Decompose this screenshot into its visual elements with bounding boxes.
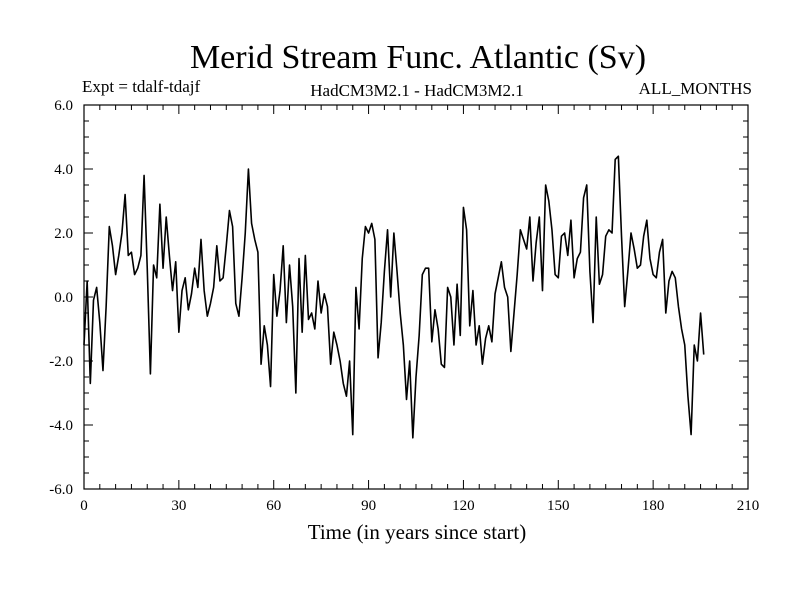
y-tick-label: 4.0 <box>54 162 73 178</box>
y-tick-label: 0.0 <box>54 290 73 306</box>
series-line <box>83 155 705 439</box>
series-group <box>83 155 705 439</box>
x-tick-label: 150 <box>547 498 570 514</box>
y-tick-labels: -6.0 -4.0 -2.0 0.0 2.0 4.0 6.0 <box>49 98 73 498</box>
x-tick-label: 30 <box>171 498 186 514</box>
y-tick-label: 2.0 <box>54 226 73 242</box>
x-tick-label: 180 <box>642 498 665 514</box>
y-tick-label: -2.0 <box>49 354 73 370</box>
x-tick-labels: 0 30 60 90 120 150 180 210 <box>80 498 759 514</box>
x-tick-label: 120 <box>452 498 475 514</box>
x-tick-label: 60 <box>266 498 281 514</box>
x-tick-label: 0 <box>80 498 88 514</box>
x-axis-label: Time (in years since start) <box>308 520 527 544</box>
chart-title: Merid Stream Func. Atlantic (Sv) <box>190 39 646 76</box>
y-tick-label: -4.0 <box>49 418 73 434</box>
y-tick-label: -6.0 <box>49 482 73 498</box>
y-tick-label: 6.0 <box>54 98 73 114</box>
subtitle-experiment: Expt = tdalf-tdajf <box>82 77 201 96</box>
subtitle-models: HadCM3M2.1 - HadCM3M2.1 <box>310 81 523 100</box>
x-tick-label: 90 <box>361 498 376 514</box>
x-tick-label: 210 <box>737 498 760 514</box>
axes-ticks <box>83 104 749 490</box>
plot-frame <box>83 104 749 490</box>
subtitle-months: ALL_MONTHS <box>639 79 752 98</box>
